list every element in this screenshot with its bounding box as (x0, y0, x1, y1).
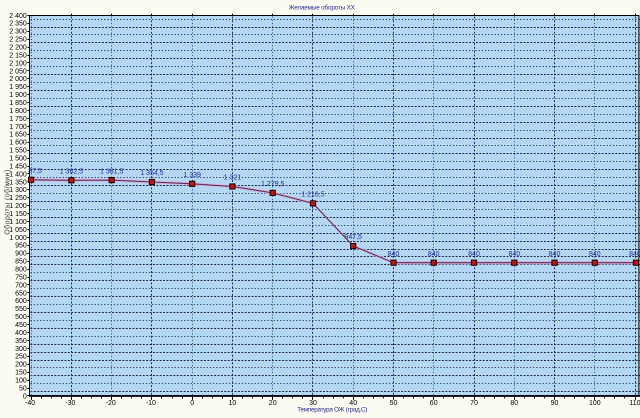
svg-text:2 300: 2 300 (9, 29, 27, 36)
svg-text:2 400: 2 400 (9, 13, 27, 20)
svg-text:0: 0 (190, 400, 194, 407)
svg-text:400: 400 (15, 330, 27, 337)
svg-text:950: 950 (15, 243, 27, 250)
svg-text:300: 300 (15, 346, 27, 353)
svg-text:200: 200 (15, 362, 27, 369)
svg-text:1 700: 1 700 (9, 124, 27, 131)
svg-text:87,5: 87,5 (28, 168, 42, 175)
svg-text:-10: -10 (146, 400, 156, 407)
svg-text:-30: -30 (65, 400, 75, 407)
svg-text:1 650: 1 650 (9, 132, 27, 139)
svg-text:Обороты (об/мин): Обороты (об/мин) (4, 169, 12, 234)
svg-text:1 250: 1 250 (9, 195, 27, 202)
svg-text:1 300: 1 300 (9, 187, 27, 194)
svg-text:1 279,5: 1 279,5 (261, 181, 284, 188)
svg-text:600: 600 (15, 298, 27, 305)
svg-text:30: 30 (309, 400, 317, 407)
svg-text:70: 70 (470, 400, 478, 407)
svg-text:1 900: 1 900 (9, 92, 27, 99)
svg-text:40: 40 (349, 400, 357, 407)
svg-text:840: 840 (388, 251, 400, 258)
svg-text:2 250: 2 250 (9, 37, 27, 44)
svg-text:250: 250 (15, 354, 27, 361)
svg-text:1 339: 1 339 (183, 172, 201, 179)
svg-text:1 800: 1 800 (9, 108, 27, 115)
svg-text:2 000: 2 000 (9, 76, 27, 83)
svg-text:1 216,5: 1 216,5 (301, 192, 324, 199)
svg-text:850: 850 (15, 259, 27, 266)
svg-text:1 100: 1 100 (9, 219, 27, 226)
svg-text:1 950: 1 950 (9, 84, 27, 91)
svg-text:650: 650 (15, 290, 27, 297)
svg-text:2 350: 2 350 (9, 21, 27, 28)
svg-text:2 100: 2 100 (9, 60, 27, 67)
svg-text:-20: -20 (106, 400, 116, 407)
svg-text:50: 50 (390, 400, 398, 407)
svg-text:1 150: 1 150 (9, 211, 27, 218)
svg-text:700: 700 (15, 282, 27, 289)
svg-text:1 321: 1 321 (224, 175, 242, 182)
svg-text:1 850: 1 850 (9, 100, 27, 107)
svg-text:840: 840 (468, 251, 480, 258)
svg-text:1 750: 1 750 (9, 116, 27, 123)
svg-text:450: 450 (15, 322, 27, 329)
svg-text:840: 840 (549, 251, 561, 258)
svg-text:-40: -40 (25, 400, 35, 407)
svg-text:1 362,5: 1 362,5 (60, 169, 83, 176)
svg-text:50: 50 (19, 386, 27, 393)
svg-text:1 550: 1 550 (9, 148, 27, 155)
svg-text:1 350: 1 350 (9, 179, 27, 186)
svg-text:1 500: 1 500 (9, 156, 27, 163)
svg-text:0: 0 (23, 393, 27, 400)
svg-text:2 200: 2 200 (9, 45, 27, 52)
svg-text:1 050: 1 050 (9, 227, 27, 234)
svg-text:550: 550 (15, 306, 27, 313)
svg-text:100: 100 (15, 378, 27, 385)
svg-text:947,5: 947,5 (344, 234, 362, 241)
svg-text:840: 840 (629, 251, 640, 258)
svg-text:110: 110 (629, 400, 640, 407)
svg-text:840: 840 (428, 251, 440, 258)
svg-text:10: 10 (229, 400, 237, 407)
svg-text:Температура ОЖ (град.С): Температура ОЖ (град.С) (297, 406, 367, 413)
svg-text:1 000: 1 000 (9, 235, 27, 242)
svg-text:90: 90 (551, 400, 559, 407)
svg-text:840: 840 (589, 251, 601, 258)
svg-text:900: 900 (15, 251, 27, 258)
svg-text:500: 500 (15, 314, 27, 321)
svg-text:150: 150 (15, 370, 27, 377)
svg-text:20: 20 (269, 400, 277, 407)
svg-text:60: 60 (430, 400, 438, 407)
svg-text:750: 750 (15, 275, 27, 282)
svg-text:100: 100 (589, 400, 601, 407)
svg-text:2 050: 2 050 (9, 68, 27, 75)
svg-text:Желаемые обороты ХХ: Желаемые обороты ХХ (289, 3, 356, 11)
svg-text:1 600: 1 600 (9, 140, 27, 147)
svg-text:800: 800 (15, 267, 27, 274)
svg-text:350: 350 (15, 338, 27, 345)
svg-text:840: 840 (508, 251, 520, 258)
svg-text:1 354,5: 1 354,5 (140, 170, 163, 177)
svg-text:1 361,5: 1 361,5 (100, 168, 123, 175)
svg-text:80: 80 (510, 400, 518, 407)
svg-text:1 200: 1 200 (9, 203, 27, 210)
svg-text:2 150: 2 150 (9, 52, 27, 59)
svg-text:1 450: 1 450 (9, 164, 27, 171)
svg-text:1 400: 1 400 (9, 171, 27, 178)
